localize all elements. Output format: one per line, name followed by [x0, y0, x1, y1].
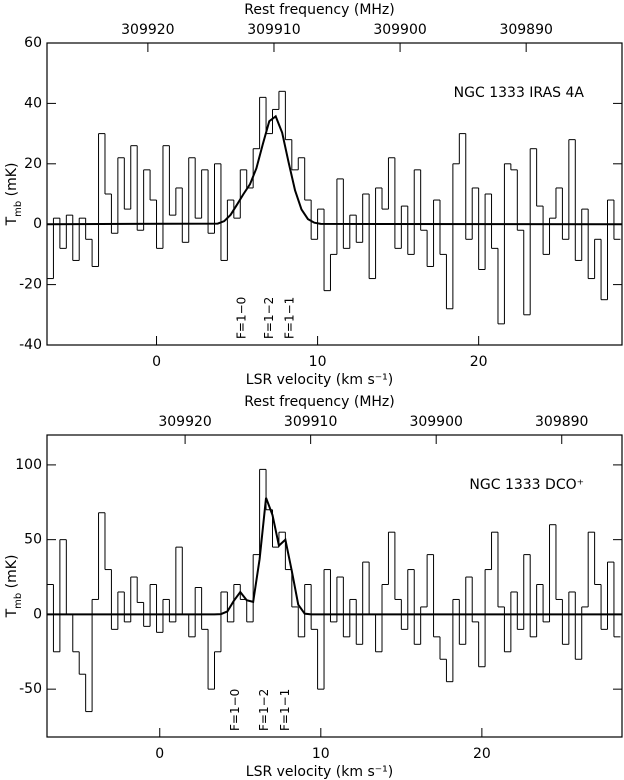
- component-label: F=1−1: [278, 689, 292, 731]
- x-tick-label: 20: [473, 746, 491, 762]
- x-tick-label: 0: [152, 354, 161, 370]
- x2-axis-label: Rest frequency (MHz): [244, 394, 395, 410]
- x-axis-label: LSR velocity (km s⁻¹): [246, 372, 393, 388]
- x-tick-label: 10: [312, 746, 330, 762]
- x2-tick-label: 309920: [121, 22, 174, 38]
- panel: 0 10 20 309920 309910 309900 309890 -50 0 50 100 LS…: [4, 394, 623, 780]
- x-tick-label: 0: [155, 746, 164, 762]
- y-axis-label: Tmb (mK): [4, 163, 24, 227]
- x2-tick-label: 309900: [409, 414, 462, 430]
- y-tick-label: 60: [24, 35, 42, 51]
- y-tick-label: 40: [24, 95, 42, 111]
- y-tick-label: 0: [33, 216, 42, 232]
- component-label: F=1−2: [257, 689, 271, 731]
- y-tick-label: -20: [19, 277, 42, 293]
- component-label: F=1−0: [228, 689, 242, 731]
- y-tick-label: 50: [24, 532, 42, 548]
- y-axis-label: Tmb (mK): [4, 555, 24, 619]
- x-tick-label: 20: [470, 354, 488, 370]
- x2-tick-label: 309920: [158, 414, 211, 430]
- plot-frame: [46, 42, 623, 346]
- x2-tick-label: 309900: [373, 22, 426, 38]
- plot-frame: [46, 434, 623, 738]
- y-tick-label: -40: [19, 337, 42, 353]
- x-tick-label: 10: [309, 354, 327, 370]
- y-axis-label-part: T: [4, 216, 20, 226]
- component-label: F=1−2: [262, 297, 276, 339]
- y-tick-label: -50: [19, 681, 42, 697]
- y-axis-label-part: (mK): [4, 555, 20, 593]
- panel-title: NGC 1333 DCO⁺: [469, 477, 584, 493]
- y-axis-label-part: mb: [13, 201, 24, 217]
- panel-title: NGC 1333 IRAS 4A: [454, 85, 585, 101]
- x2-tick-label: 309890: [535, 414, 588, 430]
- panel: 0 10 20 309920 309910 309900 309890 -40 -20 0 20 40…: [4, 2, 623, 388]
- fit-curve: [47, 497, 622, 616]
- x2-axis-label: Rest frequency (MHz): [244, 2, 395, 18]
- x2-tick-label: 309910: [247, 22, 300, 38]
- y-tick-label: 20: [24, 156, 42, 172]
- y-axis-label-part: T: [4, 608, 20, 618]
- y-tick-label: 0: [33, 606, 42, 622]
- component-label: F=1−0: [234, 297, 248, 339]
- component-label: F=1−1: [283, 297, 297, 339]
- y-axis-label-part: (mK): [4, 163, 20, 201]
- y-tick-label: 100: [15, 457, 42, 473]
- y-axis-label-part: mb: [13, 593, 24, 609]
- fit-curve: [46, 114, 623, 226]
- x-axis-label: LSR velocity (km s⁻¹): [246, 764, 393, 780]
- x2-tick-label: 309910: [284, 414, 337, 430]
- x2-tick-label: 309890: [499, 22, 552, 38]
